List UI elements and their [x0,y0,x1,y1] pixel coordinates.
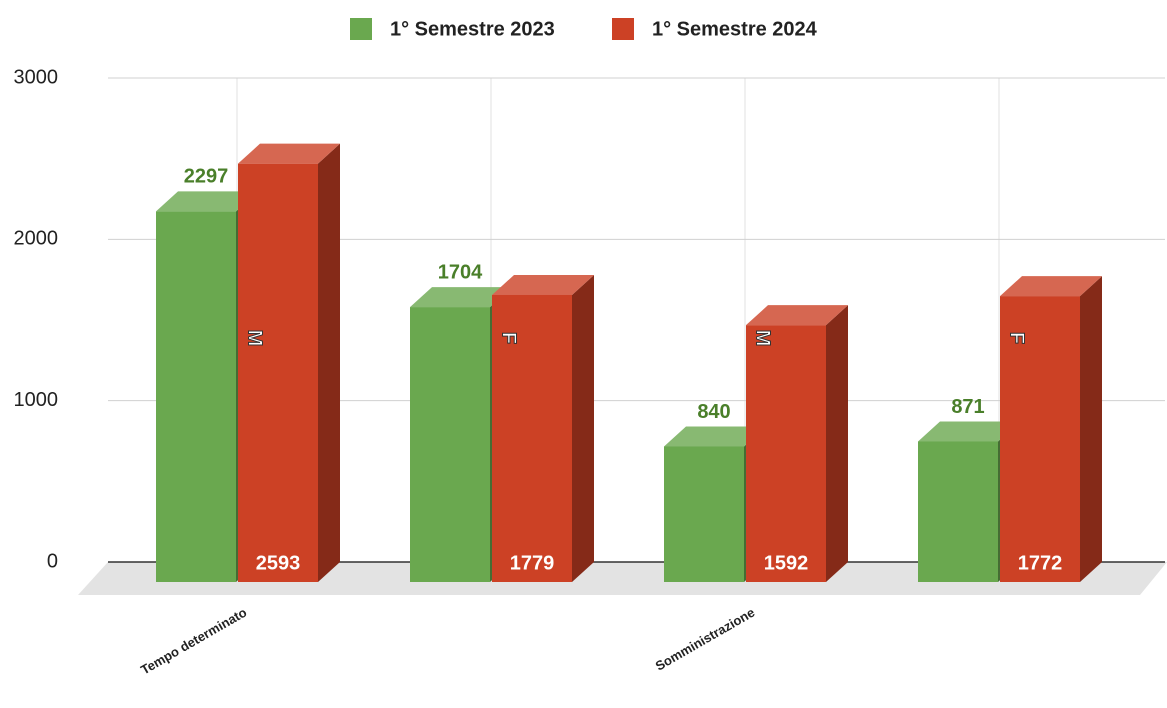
data-label: 1704 [438,261,483,283]
data-label: 840 [697,401,730,423]
floor [78,562,1167,595]
bar [746,305,848,582]
legend-swatch [612,18,634,40]
bar [492,274,594,582]
bar-label: M [244,330,266,347]
bar-side [826,305,848,582]
bar-front [156,211,236,582]
data-label: 871 [951,396,984,418]
bar-top [918,421,1020,442]
y-tick-label: 1000 [14,389,59,411]
data-label: 2593 [256,552,301,574]
bar-front [664,446,744,582]
bar-top [1000,276,1102,297]
bar-top [664,426,766,447]
bar-label: F [1006,332,1028,344]
bar-front [492,294,572,582]
bar-top [746,305,848,326]
bar-side [572,274,594,582]
data-label: 2297 [184,166,229,188]
bar-side [318,143,340,583]
x-tick-label: Tempo determinato [138,605,249,678]
bar-label: M [752,330,774,347]
y-tick-label: 0 [47,550,58,572]
bar-front [238,163,318,583]
bar-front [918,441,998,582]
legend-label: 1° Semestre 2024 [652,18,818,40]
bar [1000,276,1102,582]
bar-side [1080,276,1102,582]
bar [238,143,340,583]
bar-top [410,287,512,308]
bar-top [492,274,594,295]
bar-front [410,307,490,582]
legend-label: 1° Semestre 2023 [390,18,555,40]
bar-front [746,325,826,582]
data-label: 1779 [510,552,555,574]
data-label: 1772 [1018,552,1063,574]
bar-front [1000,296,1080,582]
y-tick-label: 3000 [14,66,59,88]
bar-label: F [498,332,520,344]
bar-top [156,191,258,212]
legend-swatch [350,18,372,40]
y-tick-label: 2000 [14,228,59,250]
x-tick-label: Somministrazione [653,605,757,674]
bar-top [238,143,340,164]
data-label: 1592 [764,552,809,574]
